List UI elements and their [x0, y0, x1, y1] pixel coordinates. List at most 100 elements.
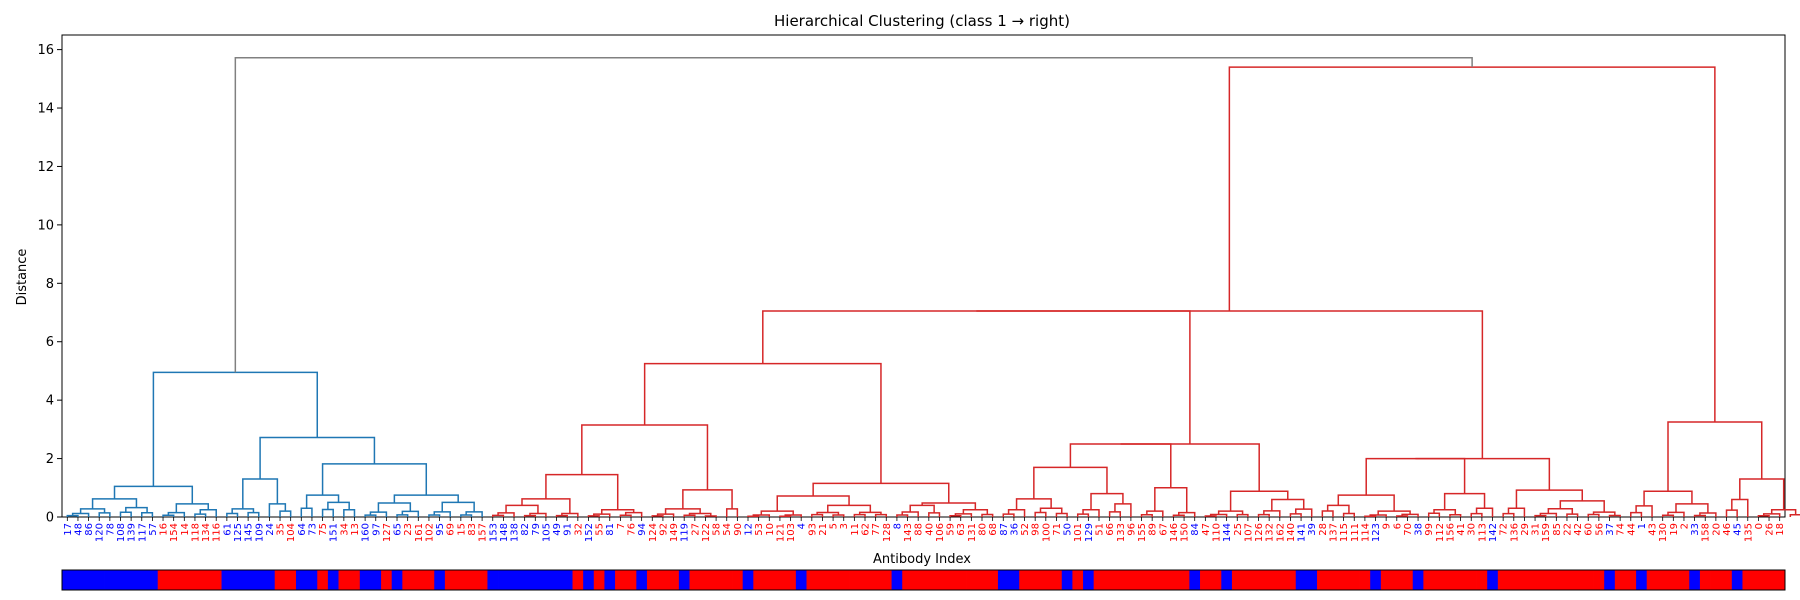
leaf-label: 102 — [424, 523, 435, 542]
class-strip-cell — [1699, 570, 1711, 590]
leaf-label: 112 — [1435, 523, 1446, 542]
leaf-label: 153 — [488, 523, 499, 542]
dendrogram-link — [247, 511, 260, 517]
class-strip-cell — [1263, 570, 1275, 590]
chart-title: Hierarchical Clustering (class 1 → right… — [774, 12, 1070, 30]
dendrogram-link — [441, 501, 475, 512]
class-strip-cell — [1774, 570, 1786, 590]
leaf-label: 62 — [861, 523, 872, 536]
dendrogram-link — [901, 511, 919, 517]
class-strip-cell — [210, 570, 222, 590]
class-strip-cell — [1593, 570, 1605, 590]
dendrogram-link — [1427, 512, 1441, 517]
dendrogram-link — [1587, 513, 1600, 517]
dendrogram-link — [1739, 478, 1785, 510]
plot-frame — [61, 34, 1786, 518]
leaf-label: 76 — [627, 523, 638, 536]
class-strip-cell — [1380, 570, 1392, 590]
class-strip-cell — [62, 570, 74, 590]
leaf-label: 122 — [701, 523, 712, 542]
dendrogram-link — [1007, 508, 1026, 517]
class-strip-cell — [1636, 570, 1648, 590]
leaf-label: 131 — [967, 523, 978, 542]
dendrogram-link — [921, 502, 977, 510]
leaf-label: 66 — [1105, 523, 1116, 536]
class-strip-cell — [827, 570, 839, 590]
leaf-label: 55 — [595, 523, 606, 536]
dendrogram-link — [1076, 513, 1090, 517]
class-strip-cell — [1476, 570, 1488, 590]
y-tick-label: 10 — [37, 218, 54, 233]
class-strip-cell — [891, 570, 903, 590]
leaf-label: 90 — [733, 523, 744, 536]
class-strip-cell — [987, 570, 999, 590]
dendrogram-link — [1365, 457, 1466, 496]
leaf-label: 56 — [1594, 523, 1605, 536]
class-strip-cell — [1668, 570, 1680, 590]
class-strip-cell — [200, 570, 212, 590]
leaf-label: 162 — [1275, 523, 1286, 542]
dendrogram-link — [1271, 498, 1305, 511]
dendrogram-link — [1337, 494, 1395, 512]
dendrogram-link — [1055, 512, 1068, 517]
class-strip-cell — [72, 570, 84, 590]
leaf-label: 42 — [1573, 523, 1584, 536]
leaf-label: 72 — [1499, 523, 1510, 536]
leaf-label: 2 — [1679, 523, 1690, 529]
class-strip-cell — [817, 570, 829, 590]
dendrogram-link — [593, 513, 611, 517]
leaf-label: 65 — [393, 523, 404, 536]
dendrogram-link — [194, 513, 207, 517]
leaf-label: 45 — [1733, 523, 1744, 536]
leaf-label: 113 — [1477, 523, 1488, 542]
leaf-label: 17 — [63, 523, 74, 536]
dendrogram-link — [1539, 512, 1558, 517]
class-strip-cell — [774, 570, 786, 590]
class-strip-cell — [838, 570, 850, 590]
leaf-label: 53 — [754, 523, 765, 536]
leaf-label: 59 — [946, 523, 957, 536]
leaf-label: 47 — [1201, 523, 1212, 536]
leaf-label: 125 — [233, 523, 244, 542]
class-strip-cell — [795, 570, 807, 590]
leaf-label: 52 — [1020, 523, 1031, 536]
class-strip-cell — [955, 570, 967, 590]
dendrogram-link — [656, 513, 675, 517]
leaf-label: 139 — [127, 523, 138, 542]
class-strip-cell — [1274, 570, 1286, 590]
dendrogram-link — [465, 511, 483, 517]
class-strip-cell — [540, 570, 552, 590]
x-axis-leaf-labels: 17 48 86 120 78 108 139 117 57 16 154 14 118 134 116 61… — [63, 517, 1786, 542]
leaf-label: 79 — [531, 523, 542, 536]
dendrogram-link — [113, 485, 194, 504]
class-strip-cell — [402, 570, 414, 590]
leaf-label: 160 — [361, 523, 372, 542]
class-strip-cell — [178, 570, 191, 590]
leaf-label: 92 — [658, 523, 669, 536]
dendrogram-link — [1396, 515, 1409, 517]
leaf-label: 15 — [456, 523, 467, 536]
y-tick-label: 8 — [46, 277, 54, 292]
leaf-label: 69 — [446, 523, 457, 536]
leaf-label: 10 — [765, 523, 776, 536]
class-strip-cell — [732, 570, 744, 590]
leaf-label: 108 — [116, 523, 127, 542]
dendrogram-link — [688, 512, 712, 516]
leaf-label: 89 — [1148, 523, 1159, 536]
dendrogram-link — [1661, 514, 1675, 517]
class-color-strip — [61, 569, 1786, 591]
dendrogram-link — [1082, 508, 1100, 517]
class-strip-cell — [455, 570, 467, 590]
class-strip-cell — [423, 570, 435, 590]
class-strip-cell — [721, 570, 733, 590]
dendrogram-link — [643, 362, 882, 484]
class-strip-cell — [1434, 570, 1446, 590]
dendrogram-link — [1229, 490, 1289, 512]
leaf-label: 25 — [1233, 523, 1244, 536]
class-strip-cell — [359, 570, 371, 590]
leaf-label: 34 — [339, 523, 350, 536]
class-strip-cell — [1242, 570, 1254, 590]
leaf-label: 119 — [680, 523, 691, 542]
dendrogram-link — [321, 508, 334, 517]
leaf-label: 5 — [829, 523, 840, 529]
